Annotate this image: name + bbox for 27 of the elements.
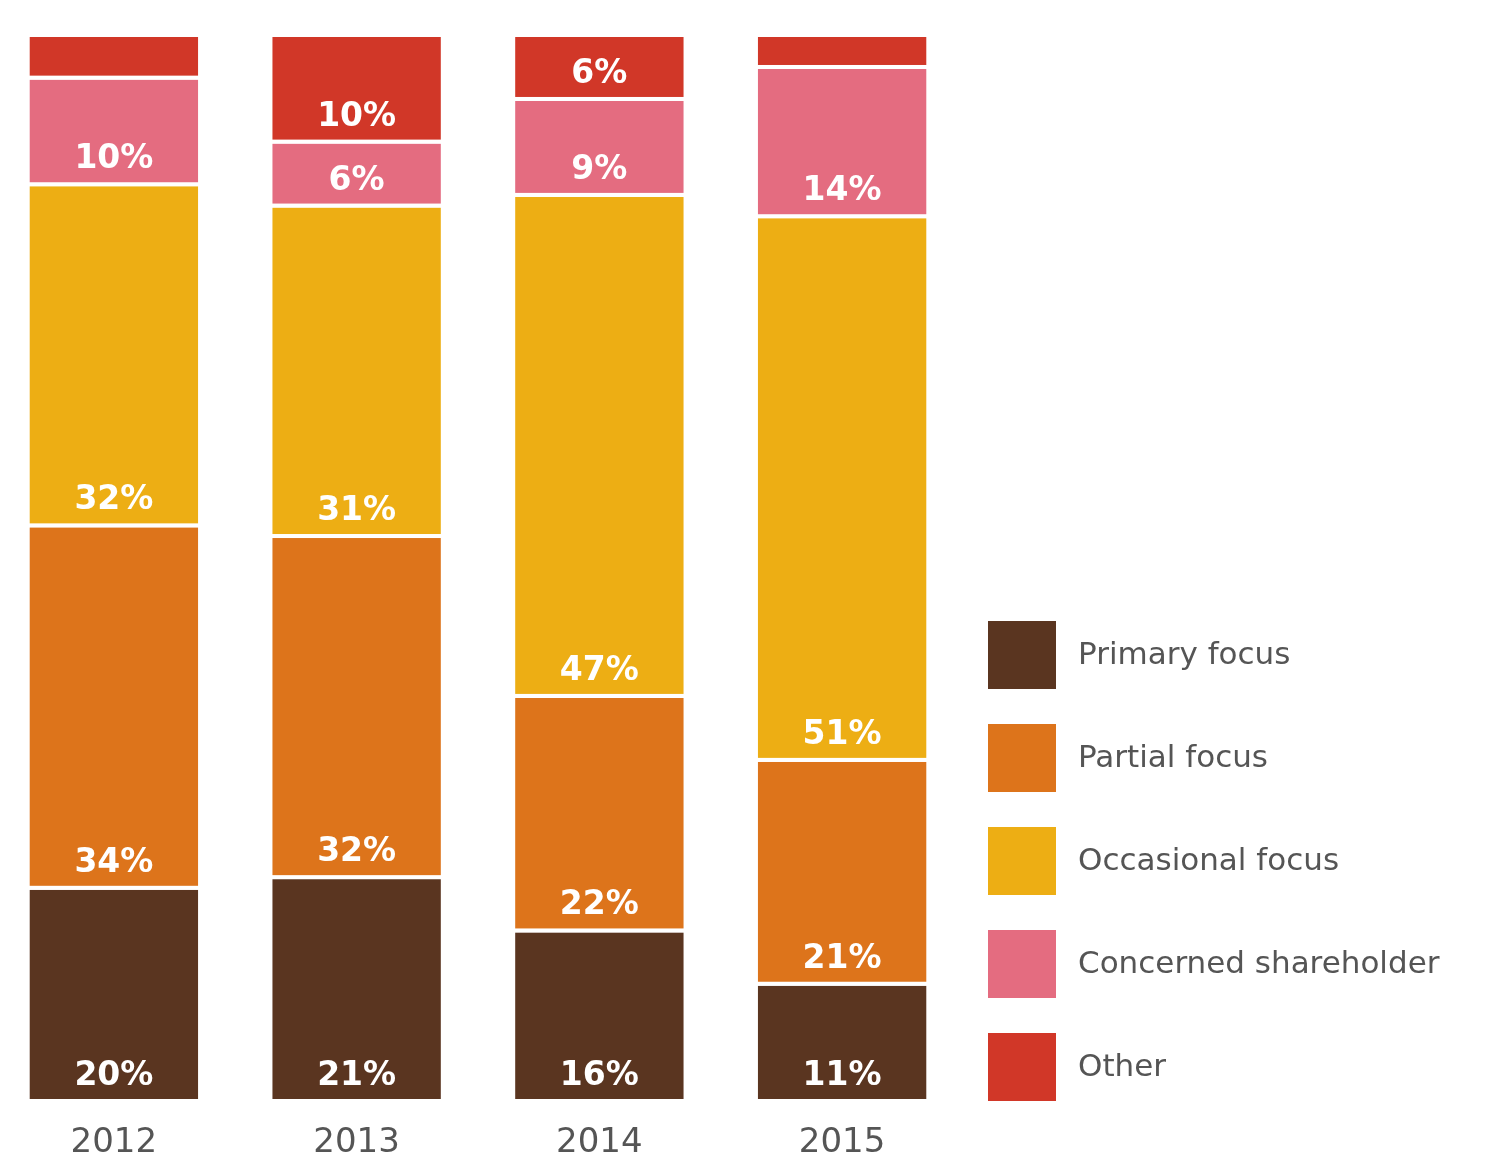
data-label: 16% [559,1054,639,1093]
legend-label: Other [1078,1046,1167,1083]
data-label: 31% [317,489,397,529]
data-label: 21% [317,1054,397,1093]
data-label: 11% [802,1054,882,1093]
data-label: 6% [571,51,628,91]
x-tick-label: 2015 [798,1120,886,1160]
data-label: 47% [559,648,639,688]
legend-label: Partial focus [1078,737,1268,774]
legend-label: Occasional focus [1078,840,1340,877]
data-label: 51% [802,712,882,752]
data-label: 10% [317,94,397,134]
x-tick-label: 2012 [70,1120,158,1160]
data-label: 32% [317,830,397,870]
data-label: 6% [328,158,385,198]
x-tick-label: 2014 [556,1120,643,1160]
data-label: 9% [571,147,628,187]
data-label: 21% [802,936,882,976]
data-label: 32% [74,478,154,518]
data-label: 20% [74,1054,154,1093]
data-label: 34% [74,840,154,880]
data-label: 22% [559,883,639,923]
legend-label: Primary focus [1078,634,1291,671]
data-label: 14% [802,169,882,209]
legend-label: Concerned shareholder [1078,943,1440,980]
data-label: 10% [74,137,154,177]
x-tick-label: 2013 [313,1120,400,1160]
